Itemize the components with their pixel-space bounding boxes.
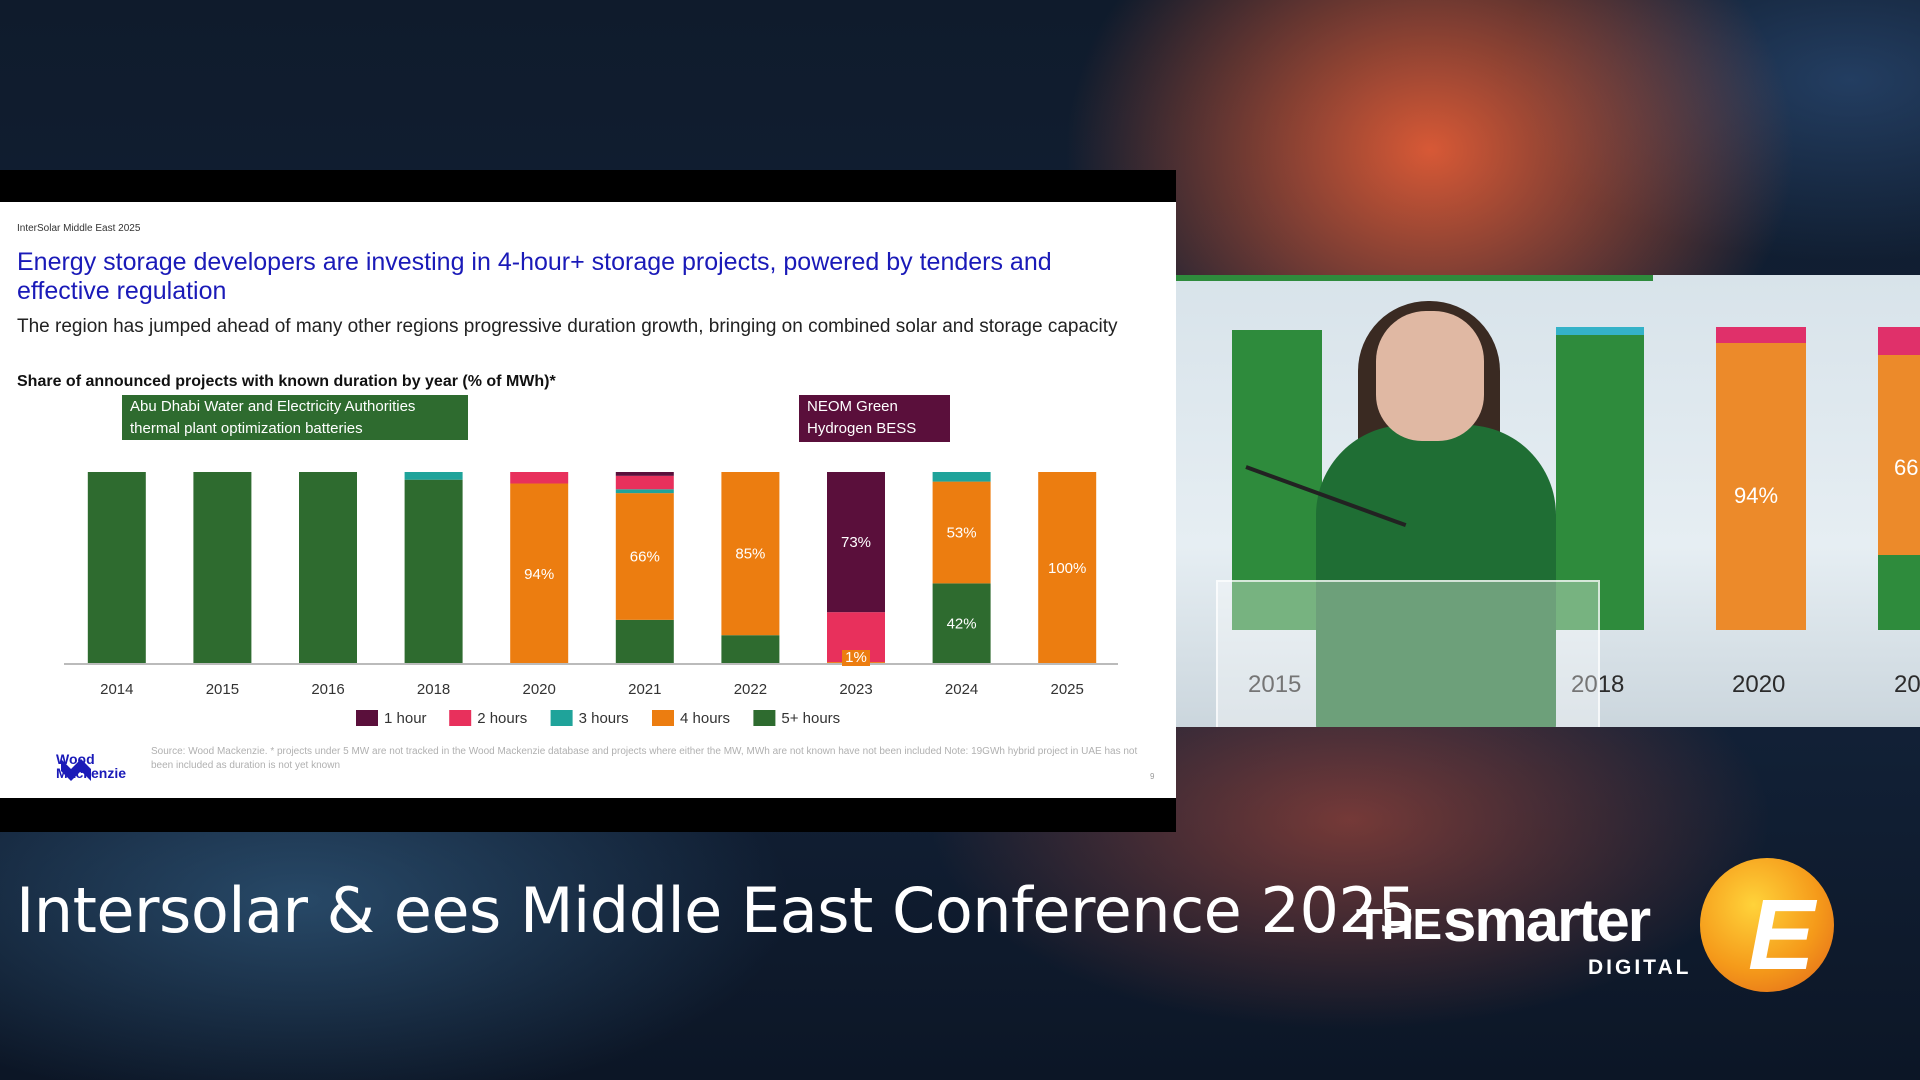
data-label-2021-4-hours: 66% bbox=[630, 548, 660, 565]
speaker-body bbox=[1316, 425, 1556, 727]
bar-2014-5-hours bbox=[87, 472, 146, 664]
brand-digital: DIGITAL bbox=[1588, 956, 1692, 979]
callout-adwea: Abu Dhabi Water and Electricity Authorit… bbox=[122, 395, 468, 440]
brand-smarter: smarter bbox=[1443, 887, 1651, 954]
x-tick-label-2021: 2021 bbox=[628, 681, 661, 698]
camera-bar-pink-top bbox=[1716, 327, 1806, 343]
legend-label-3-hours: 3 hours bbox=[579, 710, 629, 727]
callout-neom: NEOM Green Hydrogen BESS bbox=[799, 395, 950, 442]
legend-label-4-hours: 4 hours bbox=[680, 710, 730, 727]
brand-e-glyph: E bbox=[1748, 879, 1815, 991]
legend-label-5-hours: 5+ hours bbox=[781, 710, 840, 727]
camera-year-3: 2020 bbox=[1732, 671, 1786, 698]
speaker-head bbox=[1376, 311, 1484, 441]
bar-2025-4-hours bbox=[1038, 472, 1097, 664]
camera-year-1: 2015 bbox=[1248, 671, 1302, 698]
glass-podium bbox=[1216, 580, 1600, 727]
x-tick-label-2015: 2015 bbox=[206, 681, 239, 698]
bar-2021-1-hour bbox=[615, 472, 674, 476]
camera-bar-teal-top bbox=[1556, 327, 1644, 335]
bar-2021-4-hours bbox=[615, 493, 674, 620]
data-label-2025-4-hours: 100% bbox=[1048, 560, 1086, 577]
x-tick-label-2025: 2025 bbox=[1051, 681, 1084, 698]
camera-label-66: 66 bbox=[1894, 455, 1919, 480]
data-label-2020-4-hours: 94% bbox=[524, 566, 554, 583]
data-label-2022-4-hours: 85% bbox=[735, 546, 765, 563]
bar-2024-4-hours bbox=[932, 481, 991, 584]
data-label-2024-4-hours: 53% bbox=[947, 524, 977, 541]
speaker-camera-view: 94% 66 2015 2018 2020 20 bbox=[1176, 275, 1920, 727]
chart-title: Share of announced projects with known d… bbox=[17, 373, 556, 390]
x-tick-label-2022: 2022 bbox=[734, 681, 767, 698]
brand-the: THE bbox=[1356, 900, 1442, 949]
data-label-2024-5-hours: 42% bbox=[947, 616, 977, 633]
data-label-2023-4-hours: 1% bbox=[845, 649, 867, 666]
legend-swatch-4-hours bbox=[652, 710, 674, 726]
page-number: 9 bbox=[1150, 772, 1155, 781]
x-tick-label-2018: 2018 bbox=[417, 681, 450, 698]
bar-2021-2-hours bbox=[615, 475, 674, 490]
camera-year-4: 20 bbox=[1894, 671, 1920, 698]
legend-swatch-5-hours bbox=[753, 710, 776, 726]
x-tick-label-2024: 2024 bbox=[945, 681, 978, 698]
x-tick-label-2023: 2023 bbox=[839, 681, 872, 698]
slide-subtitle: The region has jumped ahead of many othe… bbox=[17, 316, 1118, 337]
camera-year-2: 2018 bbox=[1571, 671, 1625, 698]
camera-bar-orange-1 bbox=[1716, 343, 1806, 630]
presentation-slide: InterSolar Middle East 2025 Energy stora… bbox=[0, 202, 1176, 798]
x-tick-label-2014: 2014 bbox=[100, 681, 133, 698]
bar-2015-5-hours bbox=[193, 472, 252, 664]
legend-label-1-hour: 1 hour bbox=[384, 710, 427, 727]
legend-label-2-hours: 2 hours bbox=[477, 710, 527, 727]
wood-mackenzie-logo-text: Wood Mackenzie bbox=[56, 751, 127, 781]
bar-2016-5-hours bbox=[299, 472, 357, 664]
wood-mackenzie-logo-icon bbox=[61, 759, 91, 781]
bar-2022-4-hours bbox=[721, 472, 780, 636]
presentation-slide-frame: InterSolar Middle East 2025 Energy stora… bbox=[0, 170, 1176, 832]
bar-2018-5-hours bbox=[404, 479, 463, 664]
bar-2020-2-hours bbox=[510, 472, 569, 484]
x-tick-label-2020: 2020 bbox=[523, 681, 556, 698]
legend-swatch-2-hours bbox=[449, 710, 472, 726]
source-note: Source: Wood Mackenzie. * projects under… bbox=[151, 746, 1138, 771]
camera-bar-orange-2 bbox=[1878, 355, 1920, 555]
x-tick-label-2016: 2016 bbox=[311, 681, 344, 698]
legend-swatch-1-hour bbox=[356, 710, 378, 726]
conference-title: Intersolar & ees Middle East Conference … bbox=[16, 874, 1417, 947]
bar-2021-3-hours bbox=[615, 489, 674, 494]
data-label-2023-1-hour: 73% bbox=[841, 534, 871, 551]
brand-e-logo-icon bbox=[1700, 858, 1834, 992]
camera-top-strip bbox=[1176, 275, 1653, 281]
bar-2024-5-hours bbox=[932, 583, 991, 664]
bar-2023-1-hour bbox=[827, 472, 885, 613]
stacked-bar-chart: 2014 2015 2016 2018 2020 2021 2022 2023 2024 2025… bbox=[64, 472, 1118, 727]
camera-label-94: 94% bbox=[1734, 483, 1779, 508]
data-label-bg-2023 bbox=[842, 650, 870, 666]
slide-title: Energy storage developers are investing … bbox=[17, 248, 1052, 305]
bar-2020-4-hours bbox=[510, 483, 569, 664]
bar-2022-5-hours bbox=[721, 635, 780, 664]
bar-2021-5-hours bbox=[615, 619, 674, 664]
bar-2024-3-hours bbox=[932, 472, 991, 482]
slide-eyebrow: InterSolar Middle East 2025 bbox=[17, 223, 141, 234]
bar-2018-3-hours bbox=[404, 472, 463, 480]
camera-bar-pink-2 bbox=[1878, 327, 1920, 355]
legend-swatch-3-hours bbox=[550, 710, 573, 726]
camera-bar-green-3 bbox=[1878, 555, 1920, 630]
